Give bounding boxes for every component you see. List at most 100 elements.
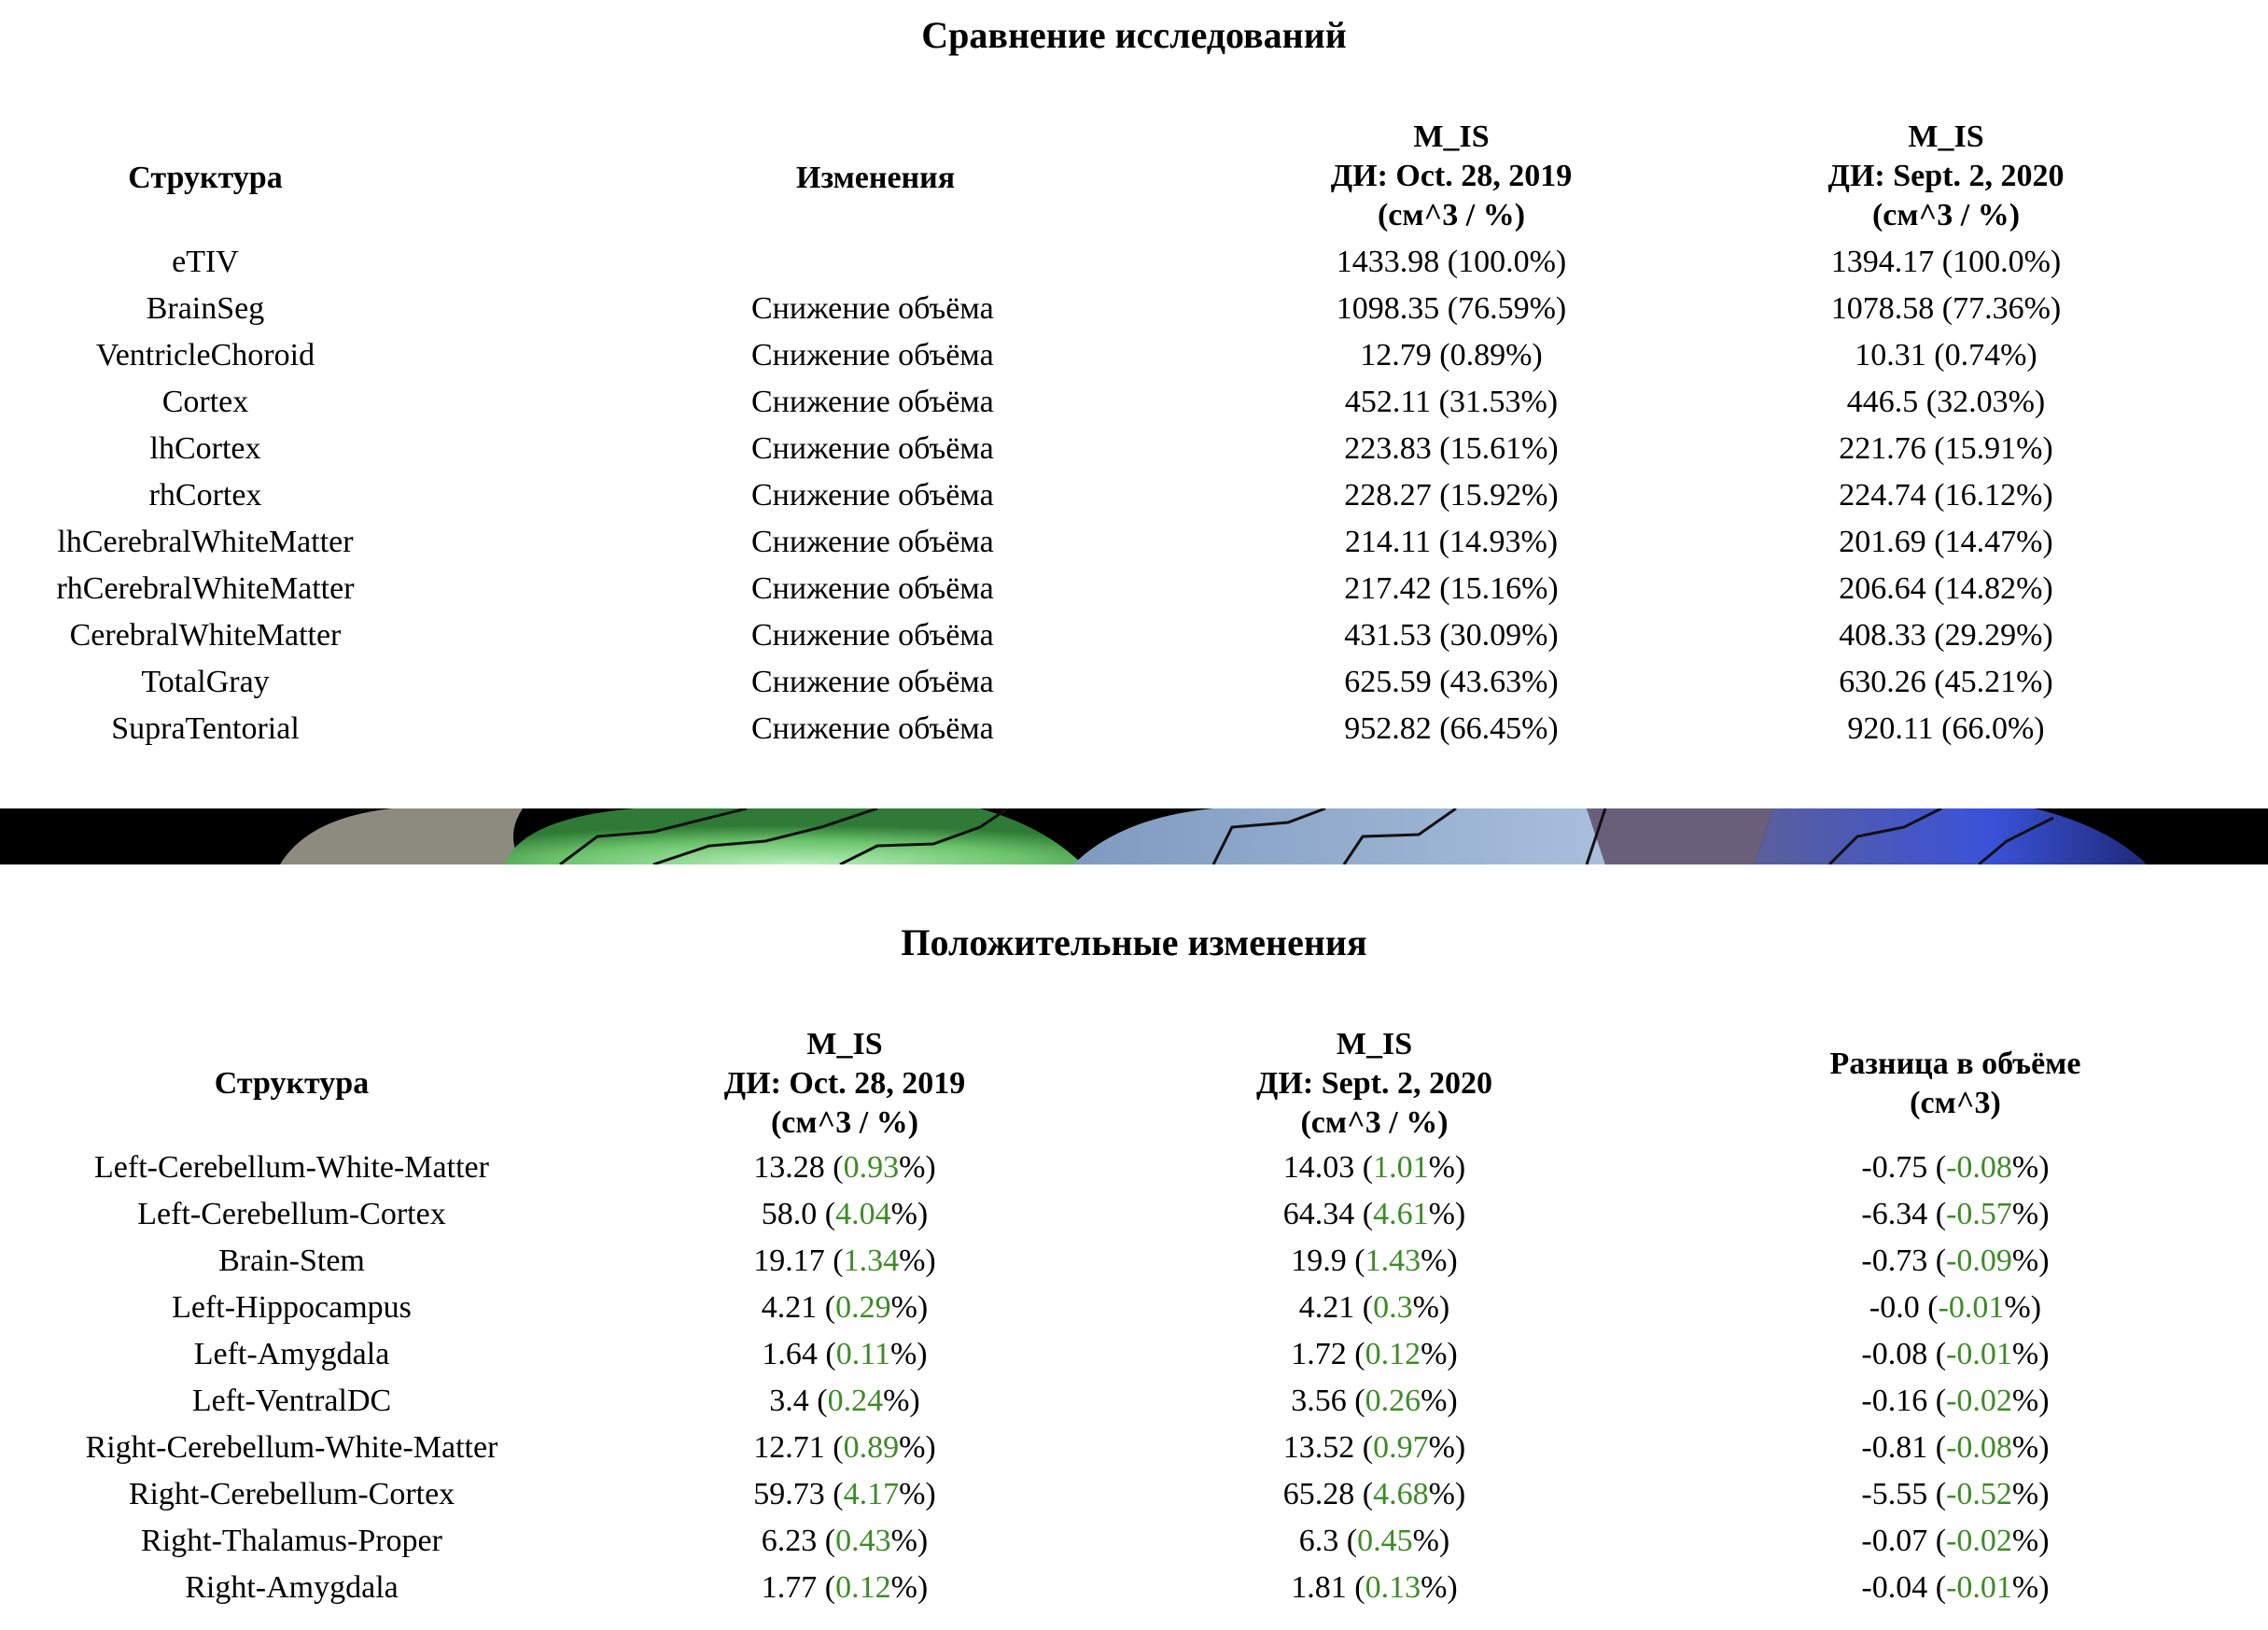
percent-value: -0.01 xyxy=(1938,1290,2005,1325)
study-1-value: 223.83 (15.61%) xyxy=(1344,431,1559,466)
positive-header-study-2-date: ДИ: Sept. 2, 2020 xyxy=(1256,1066,1492,1101)
positive-header-row: Структура M_IS ДИ: Oct. 28, 2019 (см^3 /… xyxy=(0,1023,2268,1145)
study-1-value-cell: 6.23 (0.43%) xyxy=(761,1524,929,1558)
study-1-value-cell: 431.53 (30.09%) xyxy=(1344,612,1624,659)
volume-value: -0.16 xyxy=(1861,1384,1928,1418)
study-2-value-cell: 206.64 (14.82%) xyxy=(1624,566,2268,612)
study-2-value-cell: 3.56 (0.26%) xyxy=(1291,1384,1458,1418)
study-2-value-cell: 221.76 (15.91%) xyxy=(1624,426,2268,472)
table-row: rhCerebralWhiteMatter Снижение объёма 217.… xyxy=(0,566,2268,612)
study-2-value-cell: 6.3 (0.45%) xyxy=(1298,1524,1450,1558)
study-2-value-cell: 14.03 (1.01%) xyxy=(1282,1150,1466,1185)
header-study-2-date: ДИ: Sept. 2, 2020 xyxy=(1827,159,2065,193)
percent-value: 0.29 xyxy=(835,1290,891,1325)
study-1-value: 228.27 (15.92%) xyxy=(1344,478,1559,513)
percent-value: -0.08 xyxy=(1946,1430,2012,1465)
study-2-value-cell: 1.81 (0.13%) xyxy=(1291,1570,1458,1605)
study-1-value-cell: 58.0 (4.04%) xyxy=(761,1197,929,1231)
study-1-value-cell: 1098.35 (76.59%) xyxy=(1337,286,1624,332)
study-2-value-cell: 224.74 (16.12%) xyxy=(1624,472,2268,519)
difference-cell: -0.81 (-0.08%) xyxy=(1861,1430,2050,1465)
volume-value: -0.0 xyxy=(1869,1290,1920,1325)
study-1-value-cell: 952.82 (66.45%) xyxy=(1344,706,1624,752)
volume-value: 1.72 xyxy=(1291,1337,1347,1371)
study-1-value-cell: 1.64 (0.11%) xyxy=(762,1337,928,1371)
change-cell: Снижение объёма xyxy=(751,665,994,699)
table-row: Right-Cerebellum-Cortex 59.73 (4.17%) 65.2… xyxy=(0,1471,2268,1518)
header-study-1: M_IS ДИ: Oct. 28, 2019 (см^3 / %) xyxy=(1331,118,1624,239)
percent-value: 0.13 xyxy=(1365,1570,1421,1605)
change-cell: Снижение объёма xyxy=(751,385,994,419)
header-study-2: M_IS ДИ: Sept. 2, 2020 (см^3 / %) xyxy=(1624,118,2268,239)
study-2-value-cell: 4.21 (0.3%) xyxy=(1298,1290,1450,1325)
percent-value: 0.43 xyxy=(835,1524,891,1558)
percent-value: 0.12 xyxy=(1365,1337,1421,1371)
study-2-value: 201.69 (14.47%) xyxy=(1839,525,2053,559)
study-1-value: 12.79 (0.89%) xyxy=(1360,338,1543,372)
percent-value: 0.12 xyxy=(835,1570,891,1605)
change-cell: Снижение объёма xyxy=(751,291,994,326)
study-2-value-cell: 10.31 (0.74%) xyxy=(1624,332,2268,379)
percent-value: -0.09 xyxy=(1946,1244,2012,1278)
volume-value: -0.73 xyxy=(1861,1244,1928,1278)
structure-cell: rhCerebralWhiteMatter xyxy=(56,571,355,606)
structure-cell: eTIV xyxy=(172,245,239,279)
study-1-value-cell: 59.73 (4.17%) xyxy=(753,1477,936,1511)
header-study-1-date: ДИ: Oct. 28, 2019 xyxy=(1330,159,1573,193)
positive-header-study-1-unit: (см^3 / %) xyxy=(770,1105,919,1140)
header-study-2-name: M_IS xyxy=(1908,119,1984,154)
study-1-value-cell: 13.28 (0.93%) xyxy=(753,1150,936,1185)
percent-value: -0.52 xyxy=(1946,1477,2012,1511)
difference-cell: -5.55 (-0.52%) xyxy=(1861,1477,2050,1511)
positive-header-structure: Структура xyxy=(214,1066,370,1101)
study-1-value-cell: 223.83 (15.61%) xyxy=(1344,426,1624,472)
percent-value: -0.57 xyxy=(1946,1197,2012,1231)
difference-cell: -0.04 (-0.01%) xyxy=(1861,1570,2050,1605)
study-1-value: 217.42 (15.16%) xyxy=(1344,571,1559,606)
study-1-value: 1098.35 (76.59%) xyxy=(1336,291,1567,326)
study-1-value-cell: 12.79 (0.89%) xyxy=(1344,332,1624,379)
table-row: Right-Cerebellum-White-Matter 12.71 (0.89… xyxy=(0,1425,2268,1471)
volume-value: 13.52 xyxy=(1282,1430,1355,1465)
structure-cell: Right-Cerebellum-Cortex xyxy=(128,1477,455,1511)
study-1-value-cell: 1.77 (0.12%) xyxy=(761,1570,929,1605)
change-cell xyxy=(411,239,1344,286)
volume-value: 58.0 xyxy=(761,1197,818,1231)
volume-value: 13.28 xyxy=(753,1150,825,1185)
study-1-value-cell: 12.71 (0.89%) xyxy=(753,1430,936,1465)
structure-cell: Left-Hippocampus xyxy=(172,1290,412,1325)
change-cell: Снижение объёма xyxy=(751,571,994,606)
volume-value: -0.81 xyxy=(1861,1430,1928,1465)
percent-value: -0.02 xyxy=(1946,1524,2012,1558)
difference-cell: -0.16 (-0.02%) xyxy=(1861,1384,2050,1418)
percent-value: -0.02 xyxy=(1946,1384,2012,1418)
positive-header-study-2: M_IS ДИ: Sept. 2, 2020 (см^3 / %) xyxy=(1106,1023,1643,1145)
study-2-value-cell: 630.26 (45.21%) xyxy=(1624,659,2268,706)
study-2-value-cell: 201.69 (14.47%) xyxy=(1624,519,2268,566)
study-2-value-cell: 1394.17 (100.0%) xyxy=(1624,239,2268,286)
study-1-value: 952.82 (66.45%) xyxy=(1344,711,1559,746)
table-row: CerebralWhiteMatter Снижение объёма 431.53… xyxy=(0,612,2268,659)
study-1-value: 452.11 (31.53%) xyxy=(1344,385,1559,419)
percent-value: 4.04 xyxy=(835,1197,891,1231)
percent-value: 0.89 xyxy=(843,1430,900,1465)
structure-cell: Left-VentralDC xyxy=(191,1384,392,1418)
study-2-value: 1078.58 (77.36%) xyxy=(1830,291,2062,326)
positive-changes-title: Положительные изменения xyxy=(901,921,1367,963)
structure-cell: TotalGray xyxy=(141,665,270,699)
percent-value: 0.45 xyxy=(1357,1524,1413,1558)
study-1-value: 1433.98 (100.0%) xyxy=(1336,245,1567,279)
difference-cell: -0.0 (-0.01%) xyxy=(1869,1290,2042,1325)
percent-value: 0.26 xyxy=(1365,1384,1421,1418)
study-2-value: 224.74 (16.12%) xyxy=(1839,478,2053,513)
change-cell: Снижение объёма xyxy=(751,478,994,513)
structure-cell: Right-Amygdala xyxy=(185,1570,399,1605)
study-1-value-cell: 3.4 (0.24%) xyxy=(769,1384,920,1418)
study-1-value-cell: 19.17 (1.34%) xyxy=(753,1244,936,1278)
volume-value: -0.75 xyxy=(1861,1150,1928,1185)
study-2-value-cell: 920.11 (66.0%) xyxy=(1624,706,2268,752)
header-study-1-unit: (см^3 / %) xyxy=(1377,198,1526,232)
volume-value: 4.21 xyxy=(1298,1290,1355,1325)
volume-value: 6.3 xyxy=(1298,1524,1339,1558)
brain-surface-icon xyxy=(0,808,2268,864)
